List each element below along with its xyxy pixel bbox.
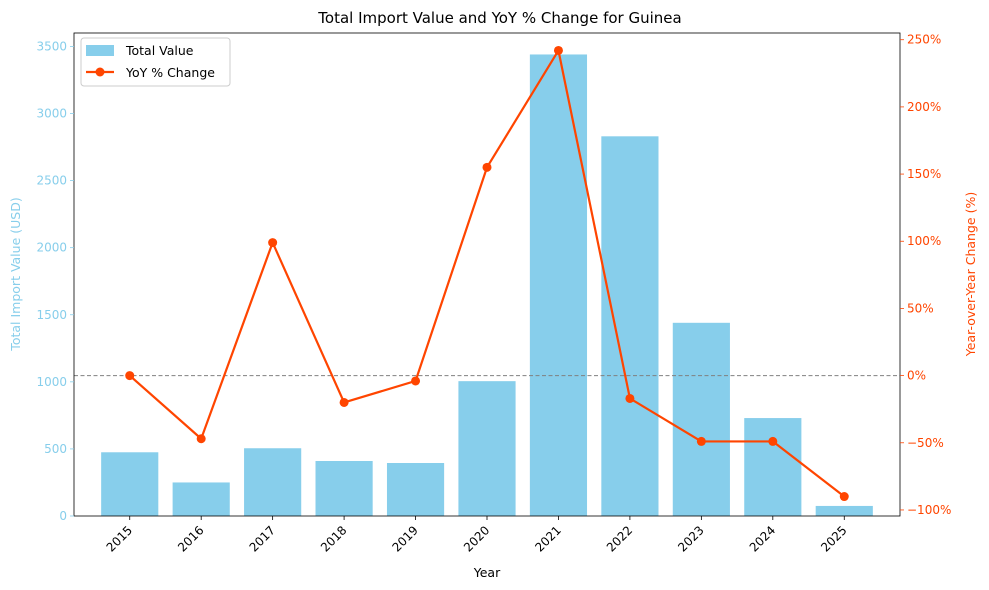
right-y-axis-label: Year-over-Year Change (%)	[963, 192, 978, 357]
left-tick-label-2500: 2500	[36, 174, 67, 188]
right-tick-label-150: 150%	[907, 167, 941, 181]
legend-swatch-total-value	[86, 45, 114, 56]
bar-2016	[172, 482, 230, 516]
yoy-point-2023	[696, 436, 706, 446]
yoy-point-2019	[411, 376, 421, 386]
x-tick-label-2019: 2019	[389, 523, 420, 554]
bar-2025	[815, 505, 873, 516]
left-tick-label-0: 0	[59, 509, 67, 523]
bar-2024	[744, 418, 802, 516]
x-axis-label: Year	[473, 565, 501, 580]
left-y-axis-label: Total Import Value (USD)	[8, 197, 23, 351]
left-tick-label-1000: 1000	[36, 375, 67, 389]
bar-2020	[458, 381, 516, 516]
right-tick-label--100: −100%	[907, 503, 951, 517]
right-tick-label-100: 100%	[907, 234, 941, 248]
left-tick-label-1500: 1500	[36, 308, 67, 322]
x-tick-label-2020: 2020	[461, 523, 492, 554]
right-tick-label-50: 50%	[907, 301, 934, 315]
yoy-point-2016	[196, 434, 206, 444]
right-tick-label-200: 200%	[907, 100, 941, 114]
x-tick-label-2021: 2021	[532, 523, 563, 554]
x-tick-label-2025: 2025	[818, 523, 849, 554]
bar-2022	[601, 136, 659, 516]
x-axis: 2015 2016 2017 2018 2019 2020 2021 2022 2023 2024…	[104, 516, 850, 555]
yoy-point-2018	[339, 397, 349, 407]
bar-2015	[101, 452, 159, 516]
legend-label-yoy-change: YoY % Change	[125, 65, 215, 80]
x-tick-label-2018: 2018	[318, 523, 349, 554]
yoy-point-2022	[625, 393, 635, 403]
legend-swatch-yoy-marker	[95, 67, 105, 77]
bar-2023	[672, 322, 730, 516]
x-tick-label-2022: 2022	[604, 523, 635, 554]
legend-label-total-value: Total Value	[125, 43, 194, 58]
legend: Total Value YoY % Change	[80, 37, 231, 87]
bar-2021	[529, 54, 588, 516]
left-y-axis: 0 500 1000 1500 2000 2500 3000 3500	[36, 39, 74, 523]
left-tick-label-2000: 2000	[36, 241, 67, 255]
left-tick-label-500: 500	[44, 442, 67, 456]
x-tick-label-2017: 2017	[247, 523, 278, 554]
right-y-axis: −100% −50% 0% 50% 100% 150% 200% 250%	[900, 33, 951, 517]
yoy-point-2020	[482, 162, 492, 172]
right-tick-label--50: −50%	[907, 436, 944, 450]
left-tick-label-3500: 3500	[36, 39, 67, 53]
x-tick-label-2016: 2016	[175, 523, 206, 554]
chart-title: Total Import Value and YoY % Change for …	[317, 9, 681, 27]
yoy-point-2021	[553, 45, 563, 55]
right-tick-label-250: 250%	[907, 33, 941, 47]
bar-2017	[244, 448, 302, 516]
bar-series	[101, 54, 873, 516]
yoy-point-2015	[125, 371, 135, 381]
x-tick-label-2015: 2015	[104, 523, 135, 554]
yoy-point-2025	[839, 492, 849, 502]
left-tick-label-3000: 3000	[36, 107, 67, 121]
x-tick-label-2023: 2023	[675, 523, 706, 554]
line-series	[125, 45, 849, 502]
bar-2019	[386, 463, 445, 516]
yoy-point-2024	[768, 436, 778, 446]
yoy-point-2017	[268, 238, 278, 248]
x-tick-label-2024: 2024	[747, 523, 778, 554]
legend-box	[80, 37, 231, 87]
right-tick-label-0: 0%	[907, 369, 926, 383]
bar-2018	[315, 460, 373, 516]
